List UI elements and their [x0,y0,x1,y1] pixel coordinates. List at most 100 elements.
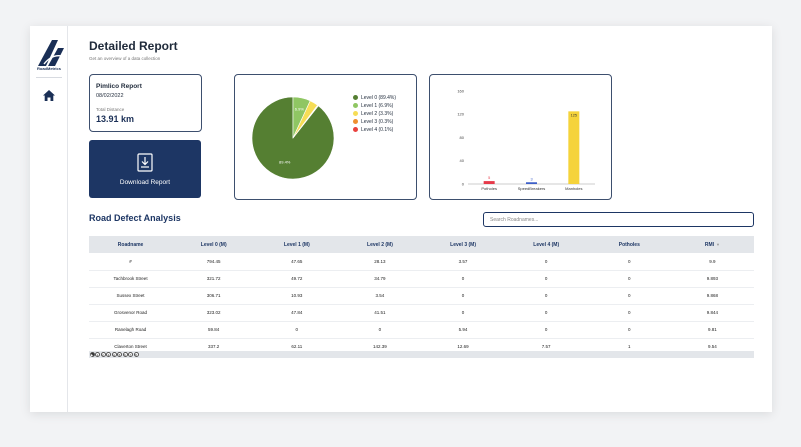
legend-swatch [353,103,358,109]
legend-item-level-3[interactable]: Level 3 (0.3%) [353,118,396,126]
x-tick-label: Manholes [565,186,582,191]
table-row[interactable]: #794.45 47.65 28.13 3.57 0 0 9.9 [89,253,754,271]
legend-label: Level 2 (3.3%) [361,111,394,117]
legend-swatch [353,127,358,133]
pagination-page[interactable]: 1 [95,352,100,357]
column-header-label: Potholes [618,241,640,248]
legend-item-level-2[interactable]: Level 2 (3.3%) [353,110,396,118]
column-header-label: Level 0 (M) [200,241,227,248]
table-cell: 47.65 [255,253,339,271]
table-cell: 9.893 [670,270,754,288]
distance-label: Total Distance [96,107,125,112]
bar-potholes [483,181,495,184]
legend-label: Level 0 (89.4%) [361,95,397,101]
pagination-page[interactable]: 4 [111,352,117,357]
table-body: #794.45 47.65 28.13 3.57 0 0 9.9 Tachbrook Stre… [89,253,754,356]
level-pie-chart-card: 89.4% 6.9% Level 0 (89.4%) Level 1 (6.9%) L… [234,74,417,200]
table-row[interactable]: Tachbrook Street 321.72 49.72 34.79 0 0 0 9.893 [89,270,754,288]
table-cell: 0 [504,270,588,288]
table-row[interactable]: Ranelagh Road 59.84 0 0 5.94 0 0 9.81 [89,321,754,339]
legend-label: Level 1 (6.9%) [361,103,394,109]
legend-swatch [353,95,358,101]
home-icon[interactable] [42,89,56,102]
sidebar: RoadMetrics [30,26,68,412]
distance-value: 13.91 km [96,114,135,124]
table-cell: 9.81 [670,321,754,339]
logo-text: RoadMetrics [36,66,61,71]
bar-value-label: 3 [530,177,532,181]
pagination-page[interactable]: 7 [128,352,133,357]
table-cell: 47.84 [255,304,339,322]
table-cell: 0 [587,321,671,339]
table-row[interactable]: Sussex Street 306.71 10.93 3.54 0 0 0 9.868 [89,287,754,305]
column-header[interactable]: RMI ▼ [670,236,754,253]
pagination-page[interactable]: 6 [122,352,128,357]
table-cell: 3.54 [338,287,422,305]
column-header-label: RMI [704,241,715,248]
table-cell: Tachbrook Street [89,270,173,288]
column-header[interactable]: Roadname [89,236,173,253]
table-cell: 0 [504,253,588,271]
defect-bar-chart: 0 40 80 120 160 5 Potholes 3 SpeedBreakers 125 Man… [457,88,595,191]
column-header-label: Level 4 (M) [533,241,560,248]
sidebar-divider [36,77,62,78]
table-cell: 49.72 [255,270,339,288]
table-pagination: ▶ 1 2 3 4 5 6 7 8 [89,351,754,358]
table-cell: 794.45 [172,253,256,271]
table-cell: 0 [587,304,671,322]
sort-descending-icon[interactable]: ▼ [716,241,720,247]
column-header[interactable]: Level 4 (M) [504,236,588,253]
download-report-button[interactable]: Download Report [89,140,201,198]
table-cell: 3.57 [421,253,505,271]
pagination-next-icon[interactable]: ▶ [89,352,95,357]
table-cell: Ranelagh Road [89,321,173,339]
legend-item-level-4[interactable]: Level 4 (0.1%) [353,126,396,134]
column-header[interactable]: Level 0 (M) [172,236,256,253]
report-name: Pimlico Report [96,83,142,90]
table-row[interactable]: Grosvenor Road 323.02 47.84 41.51 0 0 0 9.844 [89,304,754,322]
app-frame: RoadMetrics Detailed Report Get an overv… [30,26,772,412]
table-cell: 0 [421,287,505,305]
bar-speedbreakers [526,182,537,184]
pie-legend: Level 0 (89.4%) Level 1 (6.9%) Level 2 (3.… [353,94,396,134]
table-cell: 323.02 [172,304,256,322]
y-tick-label: 80 [460,135,465,140]
table-cell: 10.93 [255,287,339,305]
column-header[interactable]: Level 3 (M) [421,236,505,253]
column-header[interactable]: Level 1 (M) [255,236,339,253]
pagination-page[interactable]: 5 [117,352,122,357]
table-cell: 0 [504,287,588,305]
pagination-page[interactable]: 2 [100,352,106,357]
legend-swatch [353,119,358,125]
column-header-label: Level 1 (M) [283,241,310,248]
column-header[interactable]: Potholes [587,236,671,253]
legend-label: Level 4 (0.1%) [361,127,394,133]
table-cell: 0 [587,287,671,305]
table-cell: 41.51 [338,304,422,322]
y-tick-label: 120 [457,112,464,117]
roadname-search-input[interactable] [483,212,754,227]
y-tick-label: 0 [462,181,465,186]
x-tick-label: SpeedBreakers [518,186,546,191]
pie-slice-level-0 [251,96,335,180]
legend-swatch [353,111,358,117]
pie-slice-label-1: 6.9% [295,107,305,112]
legend-item-level-1[interactable]: Level 1 (6.9%) [353,102,396,110]
table-cell: 0 [587,270,671,288]
table-cell: Sussex Street [89,287,173,305]
table-cell: 0 [255,321,339,339]
table-cell: 306.71 [172,287,256,305]
road-defect-table-container: Roadname Level 0 (M) Level 1 (M) Level 2 (M… [89,236,754,356]
legend-item-level-0[interactable]: Level 0 (89.4%) [353,94,396,102]
roadmetrics-logo-icon [38,40,64,66]
pagination-page[interactable]: 3 [106,352,111,357]
legend-label: Level 3 (0.3%) [361,119,394,125]
column-header-label: Level 2 (M) [367,241,393,248]
page-title: Detailed Report [89,39,178,53]
column-header[interactable]: Level 2 (M) [338,236,422,253]
road-defect-analysis-title: Road Defect Analysis [89,213,181,223]
table-cell: 9.844 [670,304,754,322]
page-subtitle: Get an overview of a data collection [89,56,161,61]
column-header-label: Level 3 (M) [450,241,476,248]
pagination-page[interactable]: 8 [133,352,139,357]
